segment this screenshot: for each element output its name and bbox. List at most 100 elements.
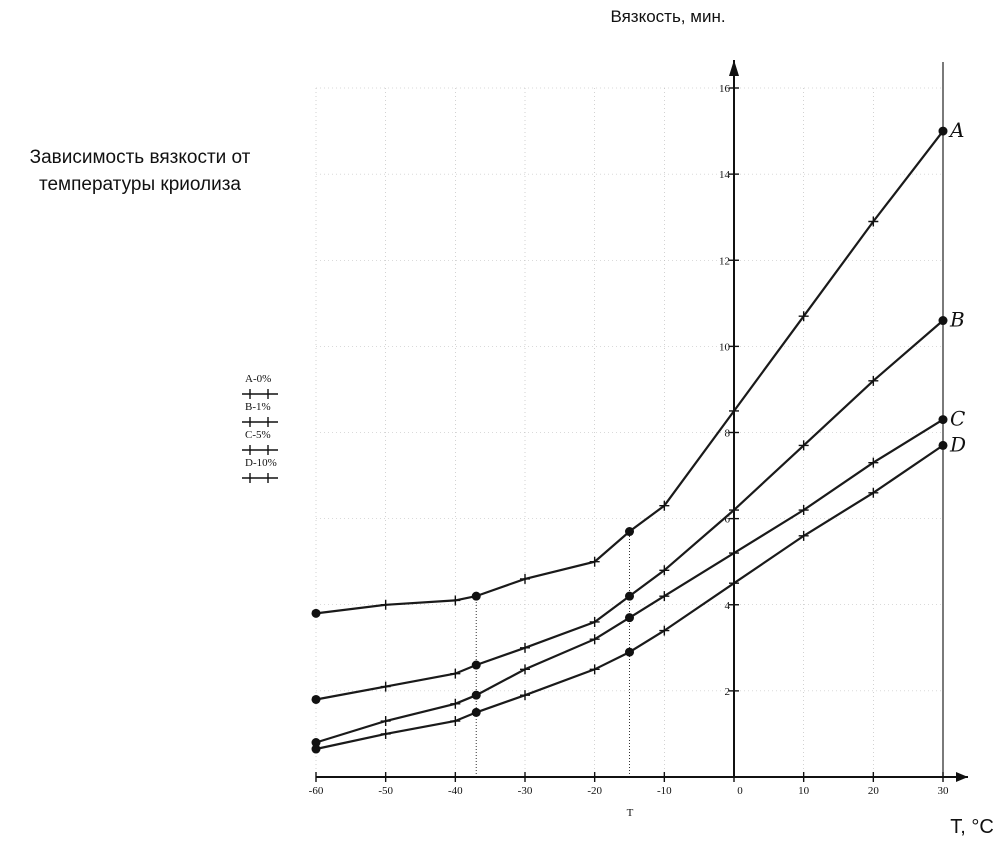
reference-lines (475, 531, 630, 777)
series-line (315, 418, 944, 744)
data-point-cross (659, 625, 670, 636)
data-point-dot (311, 694, 321, 704)
data-point-cross (450, 698, 461, 709)
y-tick-label: 12 (719, 255, 730, 267)
series-end-label: A (948, 118, 964, 142)
data-point-cross (589, 616, 600, 627)
data-point-cross (798, 530, 809, 541)
y-tick-label: 6 (725, 514, 731, 526)
chart-title: Зависимость вязкости от температуры крио… (30, 147, 251, 195)
data-point-dot (938, 415, 948, 425)
x-tick-label: -20 (587, 785, 602, 797)
series-end-label: D (949, 432, 966, 456)
x-tick-label: -50 (378, 785, 393, 797)
series-c: C (311, 407, 965, 748)
series-b: B (311, 308, 965, 704)
y-tick-label: 16 (719, 83, 731, 95)
x-tick-label: -30 (518, 785, 533, 797)
data-point-dot (311, 738, 321, 748)
axes (316, 60, 968, 782)
data-point-dot (471, 591, 481, 601)
legend-entry-label: B-1% (245, 401, 271, 413)
data-point-cross (659, 500, 670, 511)
y-tick-label: 10 (719, 341, 731, 353)
grid-lines (315, 87, 944, 777)
data-point-cross (589, 664, 600, 675)
data-point-cross (729, 578, 739, 589)
data-point-cross (450, 668, 461, 679)
data-point-cross (798, 440, 809, 451)
x-tick-label: -60 (309, 785, 324, 797)
data-point-dot (625, 527, 634, 537)
data-point-cross (520, 690, 530, 701)
data-point-dot (471, 690, 481, 700)
y-tick-label: 4 (725, 600, 731, 612)
legend-entry-marker (242, 389, 278, 399)
legend-entry-label: A-0% (245, 373, 271, 385)
series-end-label: B (949, 308, 965, 332)
data-point-dot (311, 744, 321, 754)
data-point-cross (729, 405, 739, 416)
y-tick-label: 14 (719, 169, 731, 181)
y-tick-label: 8 (725, 428, 731, 440)
x-tick-label: 20 (868, 785, 880, 797)
x-axis-label: T, °C (950, 816, 994, 838)
tick-labels: -60 -50 -40 -30 -20 -10 0 10 20 30 2 4 6 8 10 12 14 16 (309, 83, 949, 797)
data-point-cross (868, 457, 879, 468)
data-point-dot (938, 126, 948, 136)
data-point-cross (798, 311, 809, 322)
data-point-dot (311, 608, 321, 618)
x-tick-label: 30 (938, 785, 950, 797)
data-point-cross (659, 591, 670, 602)
data-point-cross (520, 664, 530, 675)
x-axis-arrow-icon (956, 772, 968, 782)
legend-entry-label: D-10% (245, 457, 277, 469)
data-point-cross (729, 505, 739, 516)
data-point-cross (450, 716, 461, 727)
data-point-cross (729, 548, 739, 559)
x-tick-label: -10 (657, 785, 672, 797)
x-tick-label: 10 (798, 785, 810, 797)
data-point-cross (868, 487, 879, 498)
data-point-cross (589, 556, 600, 567)
y-axis-label: Вязкость, мин. (610, 7, 725, 26)
y-tick-label: 2 (725, 686, 731, 698)
data-point-dot (625, 613, 634, 623)
data-point-dot (471, 707, 481, 717)
data-point-cross (589, 634, 600, 645)
legend-entry-marker (242, 473, 278, 483)
data-point-dot (625, 591, 634, 601)
x-tick-label: 0 (737, 785, 743, 797)
y-axis-arrow-icon (729, 60, 739, 76)
legend: A-0% B-1% C-5% D-10% (242, 373, 278, 483)
data-point-cross (380, 599, 391, 610)
data-point-cross (380, 716, 391, 727)
data-point-cross (520, 642, 530, 653)
x-axis-small-label: T (627, 807, 634, 819)
series-end-label: C (950, 407, 965, 431)
data-point-cross (868, 216, 879, 227)
data-point-cross (380, 728, 391, 739)
chart-title-line-1: Зависимость вязкости от (30, 147, 251, 168)
data-point-dot (938, 316, 948, 326)
data-point-cross (450, 595, 461, 606)
data-point-cross (798, 505, 809, 516)
series-d: D (311, 432, 966, 754)
x-tick-label: -40 (448, 785, 463, 797)
data-point-cross (659, 565, 670, 576)
data-point-dot (625, 647, 634, 657)
data-point-dot (471, 660, 481, 670)
data-point-cross (380, 681, 391, 692)
series-group: A B CD (311, 118, 966, 754)
legend-entry-marker (242, 445, 278, 455)
data-point-cross (868, 375, 879, 386)
series-line (315, 319, 944, 701)
chart-title-line-2: температуры криолиза (39, 174, 241, 195)
data-point-cross (520, 573, 530, 584)
series-line (315, 130, 944, 615)
series-a: A (311, 118, 964, 618)
series-line (315, 444, 944, 751)
data-point-dot (938, 440, 948, 450)
legend-entry-marker (242, 417, 278, 427)
